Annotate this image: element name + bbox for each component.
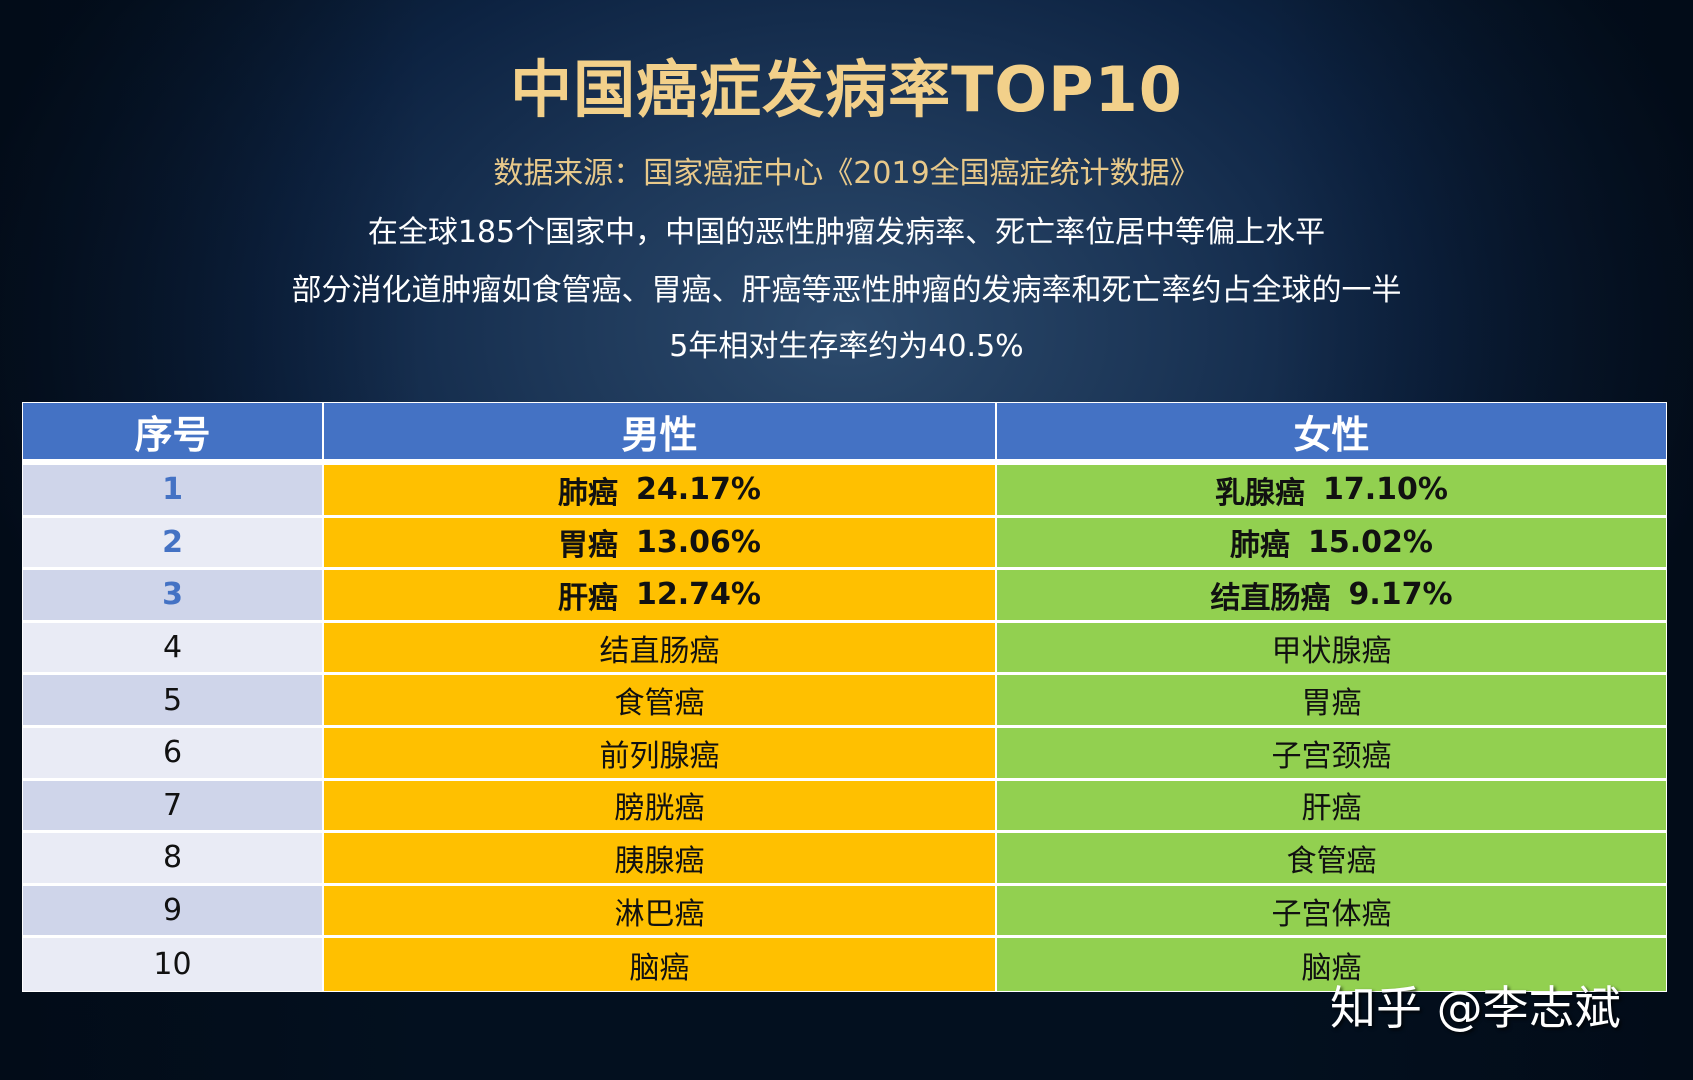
rank-number: 7 <box>162 787 183 823</box>
female-cancer-name: 乳腺癌 <box>1215 475 1306 511</box>
male-cancer-name: 结直肠癌 <box>599 633 720 669</box>
male-cancer-cell: 食管癌 <box>322 675 995 725</box>
table-row: 3 肝癌 12.74% 结直肠癌 9.17% <box>23 570 1666 623</box>
description-line-1: 在全球185个国家中，中国的恶性肿瘤发病率、死亡率位居中等偏上水平 <box>367 215 1326 250</box>
rank-cell: 2 <box>23 517 322 568</box>
female-cancer-name: 结直肠癌 <box>1210 580 1331 616</box>
rank-cell: 3 <box>23 570 322 620</box>
rank-number: 3 <box>162 577 183 613</box>
female-cancer-cell: 甲状腺癌 <box>995 622 1666 673</box>
female-cancer-cell: 子宫颈癌 <box>995 727 1666 778</box>
male-incidence-rate: 12.74% <box>636 577 761 613</box>
description-line-3: 5年相对生存率约为40.5% <box>669 329 1024 364</box>
rank-cell: 1 <box>23 465 322 515</box>
rank-number: 1 <box>162 472 183 508</box>
female-cancer-cell: 结直肠癌 9.17% <box>995 570 1666 620</box>
male-cancer-cell: 肝癌 12.74% <box>322 570 995 620</box>
male-cancer-cell: 胃癌 13.06% <box>322 517 995 568</box>
male-incidence-rate: 24.17% <box>636 472 761 508</box>
female-cancer-name: 脑癌 <box>1301 950 1362 986</box>
description-line-2: 部分消化道肿瘤如食管癌、胃癌、肝癌等恶性肿瘤的发病率和死亡率约占全球的一半 <box>291 273 1402 308</box>
table-row: 1 肺癌 24.17% 乳腺癌 17.10% <box>23 465 1666 518</box>
table-header: 序号 男性 女性 <box>23 403 1666 465</box>
male-incidence-rate: 13.06% <box>636 524 761 560</box>
watermark: 知乎 @李志斌 <box>1330 981 1621 1035</box>
male-cancer-name: 食管癌 <box>614 686 705 722</box>
male-cancer-name: 前列腺癌 <box>599 738 720 774</box>
rank-cell: 8 <box>23 833 322 883</box>
female-cancer-name: 胃癌 <box>1301 686 1362 722</box>
rank-cell: 9 <box>23 885 322 936</box>
male-cancer-cell: 胰腺癌 <box>322 833 995 883</box>
male-cancer-name: 淋巴癌 <box>614 896 705 932</box>
female-cancer-cell: 脑癌 <box>995 938 1666 991</box>
female-cancer-name: 子宫颈癌 <box>1271 738 1392 774</box>
rank-number: 9 <box>162 893 183 929</box>
female-cancer-cell: 食管癌 <box>995 833 1666 883</box>
male-cancer-name: 胰腺癌 <box>614 843 705 879</box>
male-cancer-cell: 结直肠癌 <box>322 622 995 673</box>
male-cancer-cell: 膀胱癌 <box>322 780 995 831</box>
rank-number: 5 <box>162 682 183 718</box>
table-body: 1 肺癌 24.17% 乳腺癌 17.10% 2 胃癌 13.06% 肺癌 15.02% 3 肝癌 12… <box>23 465 1666 991</box>
female-cancer-cell: 肺癌 15.02% <box>995 517 1666 568</box>
rank-number: 6 <box>162 735 183 771</box>
column-header-male: 男性 <box>322 403 995 459</box>
female-incidence-rate: 9.17% <box>1348 577 1453 613</box>
rank-cell: 4 <box>23 622 322 673</box>
female-cancer-cell: 乳腺癌 17.10% <box>995 465 1666 515</box>
female-incidence-rate: 17.10% <box>1323 472 1448 508</box>
rank-cell: 6 <box>23 727 322 778</box>
female-cancer-name: 肺癌 <box>1230 528 1291 564</box>
cancer-incidence-table: 序号 男性 女性 1 肺癌 24.17% 乳腺癌 17.10% 2 胃癌 13.06% 肺癌 15… <box>22 402 1667 992</box>
rank-number: 10 <box>153 947 192 983</box>
table-row: 8 胰腺癌 食管癌 <box>23 833 1666 886</box>
rank-number: 4 <box>162 630 183 666</box>
male-cancer-name: 胃癌 <box>558 528 619 564</box>
male-cancer-cell: 前列腺癌 <box>322 727 995 778</box>
female-cancer-name: 肝癌 <box>1301 791 1362 827</box>
table-row: 10 脑癌 脑癌 <box>23 938 1666 991</box>
male-cancer-cell: 淋巴癌 <box>322 885 995 936</box>
male-cancer-name: 肺癌 <box>558 475 619 511</box>
female-cancer-cell: 子宫体癌 <box>995 885 1666 936</box>
column-header-rank: 序号 <box>134 412 211 457</box>
rank-number: 2 <box>162 524 183 560</box>
rank-cell: 5 <box>23 675 322 725</box>
column-header-female: 女性 <box>995 403 1666 459</box>
table-row: 9 淋巴癌 子宫体癌 <box>23 885 1666 939</box>
rank-cell: 10 <box>23 938 322 991</box>
table-row: 7 膀胱癌 肝癌 <box>23 780 1666 834</box>
table-row: 6 前列腺癌 子宫颈癌 <box>23 727 1666 781</box>
female-cancer-name: 食管癌 <box>1286 843 1377 879</box>
table-row: 4 结直肠癌 甲状腺癌 <box>23 622 1666 676</box>
male-cancer-cell: 脑癌 <box>322 938 995 991</box>
male-cancer-name: 肝癌 <box>558 580 619 616</box>
male-cancer-name: 膀胱癌 <box>614 791 705 827</box>
female-cancer-name: 子宫体癌 <box>1271 896 1392 932</box>
rank-cell: 7 <box>23 780 322 831</box>
male-cancer-cell: 肺癌 24.17% <box>322 465 995 515</box>
rank-number: 8 <box>162 840 183 876</box>
table-row: 2 胃癌 13.06% 肺癌 15.02% <box>23 517 1666 571</box>
female-cancer-cell: 胃癌 <box>995 675 1666 725</box>
female-cancer-name: 甲状腺癌 <box>1271 633 1392 669</box>
data-source: 数据来源：国家癌症中心《2019全国癌症统计数据》 <box>493 156 1200 191</box>
male-cancer-name: 脑癌 <box>629 950 690 986</box>
female-incidence-rate: 15.02% <box>1308 524 1433 560</box>
female-cancer-cell: 肝癌 <box>995 780 1666 831</box>
page-title: 中国癌症发病率TOP10 <box>510 53 1183 126</box>
table-row: 5 食管癌 胃癌 <box>23 675 1666 728</box>
